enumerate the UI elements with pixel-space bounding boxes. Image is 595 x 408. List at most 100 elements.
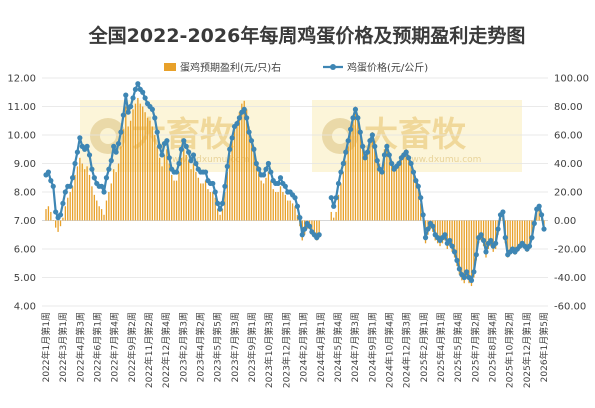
price-point [406,155,412,161]
profit-bar [274,192,277,221]
price-point [132,86,139,92]
x-tick-label: 2025年12月第1周 [521,312,533,388]
profit-bar [103,214,105,221]
price-point [190,152,197,158]
profit-bar [393,166,395,221]
price-point [495,226,501,232]
price-point [277,175,284,181]
price-point [222,183,228,189]
profit-bar [192,163,195,221]
price-point [181,138,187,144]
left-tick-label: 7.00 [14,216,36,227]
price-point [297,215,303,221]
price-point [367,138,373,144]
profit-bar [69,192,71,221]
profit-bar [439,220,441,247]
profit-bar [516,220,519,252]
profit-bar [156,146,158,221]
profit-bar [248,126,250,221]
profit-bar [190,169,192,221]
price-point [526,243,533,249]
price-point [140,89,146,95]
price-point [115,140,122,147]
profit-bar [349,132,352,221]
profit-bar [352,117,354,221]
x-tick-label: 2024年9月第1周 [366,312,378,382]
profit-bar [279,186,282,221]
price-point [292,195,298,201]
profit-bar [187,160,190,221]
profit-bar [47,206,50,221]
profit-bar [185,154,187,221]
profit-bar [519,220,521,249]
price-point [369,132,375,138]
price-point [449,243,455,249]
x-tick-label: 2024年10月第4周 [383,312,395,388]
watermark-logo-icon [332,128,348,144]
right-axis-ticks: -60.00 -40.00 -20.00 0.00 20.00 40.00 60.00 80.… [554,74,589,313]
profit-bar [260,180,262,221]
price-point [478,232,484,238]
profit-bar [231,140,233,221]
left-tick-label: 10.00 [7,131,36,142]
profit-bar [407,154,410,221]
price-point [483,249,489,255]
x-tick-label: 2025年7月第2周 [469,312,481,382]
price-point [89,166,95,172]
profit-bar [98,206,100,221]
profit-bar [311,220,313,235]
right-tick-label: 40.00 [554,159,583,170]
x-tick-label: 2025年4月第1周 [435,312,447,382]
price-point [91,175,97,181]
price-point [236,115,242,121]
profit-bar [209,192,212,221]
price-point [77,135,83,141]
price-point [451,249,458,255]
profit-bar [67,197,69,221]
price-point [468,277,475,283]
price-point [193,160,199,167]
profit-bar [50,211,52,221]
price-point [415,183,421,189]
profit-bar [383,149,386,221]
price-point [355,115,361,121]
profit-bar [333,217,335,221]
price-point [456,266,462,272]
profit-bar [313,220,316,238]
profit-bar [330,211,332,221]
profit-bar [441,220,444,244]
right-tick-label: -40.00 [554,273,586,284]
price-point [157,143,163,149]
x-tick-label: 2025年5月第4周 [452,312,464,382]
profit-bar [224,192,226,221]
right-tick-label: 100.00 [554,74,589,85]
price-point [120,112,126,118]
profit-bar [335,211,337,221]
profit-bar [345,160,347,221]
profit-bar [272,189,274,221]
profit-bar [523,220,526,249]
profit-bar [340,183,342,221]
profit-bar [458,220,461,275]
profit-bar [277,192,279,221]
profit-bar [449,220,451,247]
price-point [362,155,368,161]
price-point [118,129,124,135]
profit-bar [359,132,361,221]
profit-bar [289,200,291,221]
profit-bar [212,192,214,221]
price-point [379,169,385,175]
profit-bar [202,183,204,221]
profit-bar [386,143,388,221]
x-tick-label: 2022年12月第4周 [160,312,172,388]
profit-bar [282,192,284,221]
right-tick-label: -60.00 [554,302,586,313]
profit-bar [117,163,120,221]
price-point [244,115,250,121]
price-point [381,152,388,158]
price-point [202,169,209,175]
profit-bar [233,126,236,221]
profit-bar [241,103,243,221]
profit-bar [528,220,531,249]
price-point [130,95,136,101]
